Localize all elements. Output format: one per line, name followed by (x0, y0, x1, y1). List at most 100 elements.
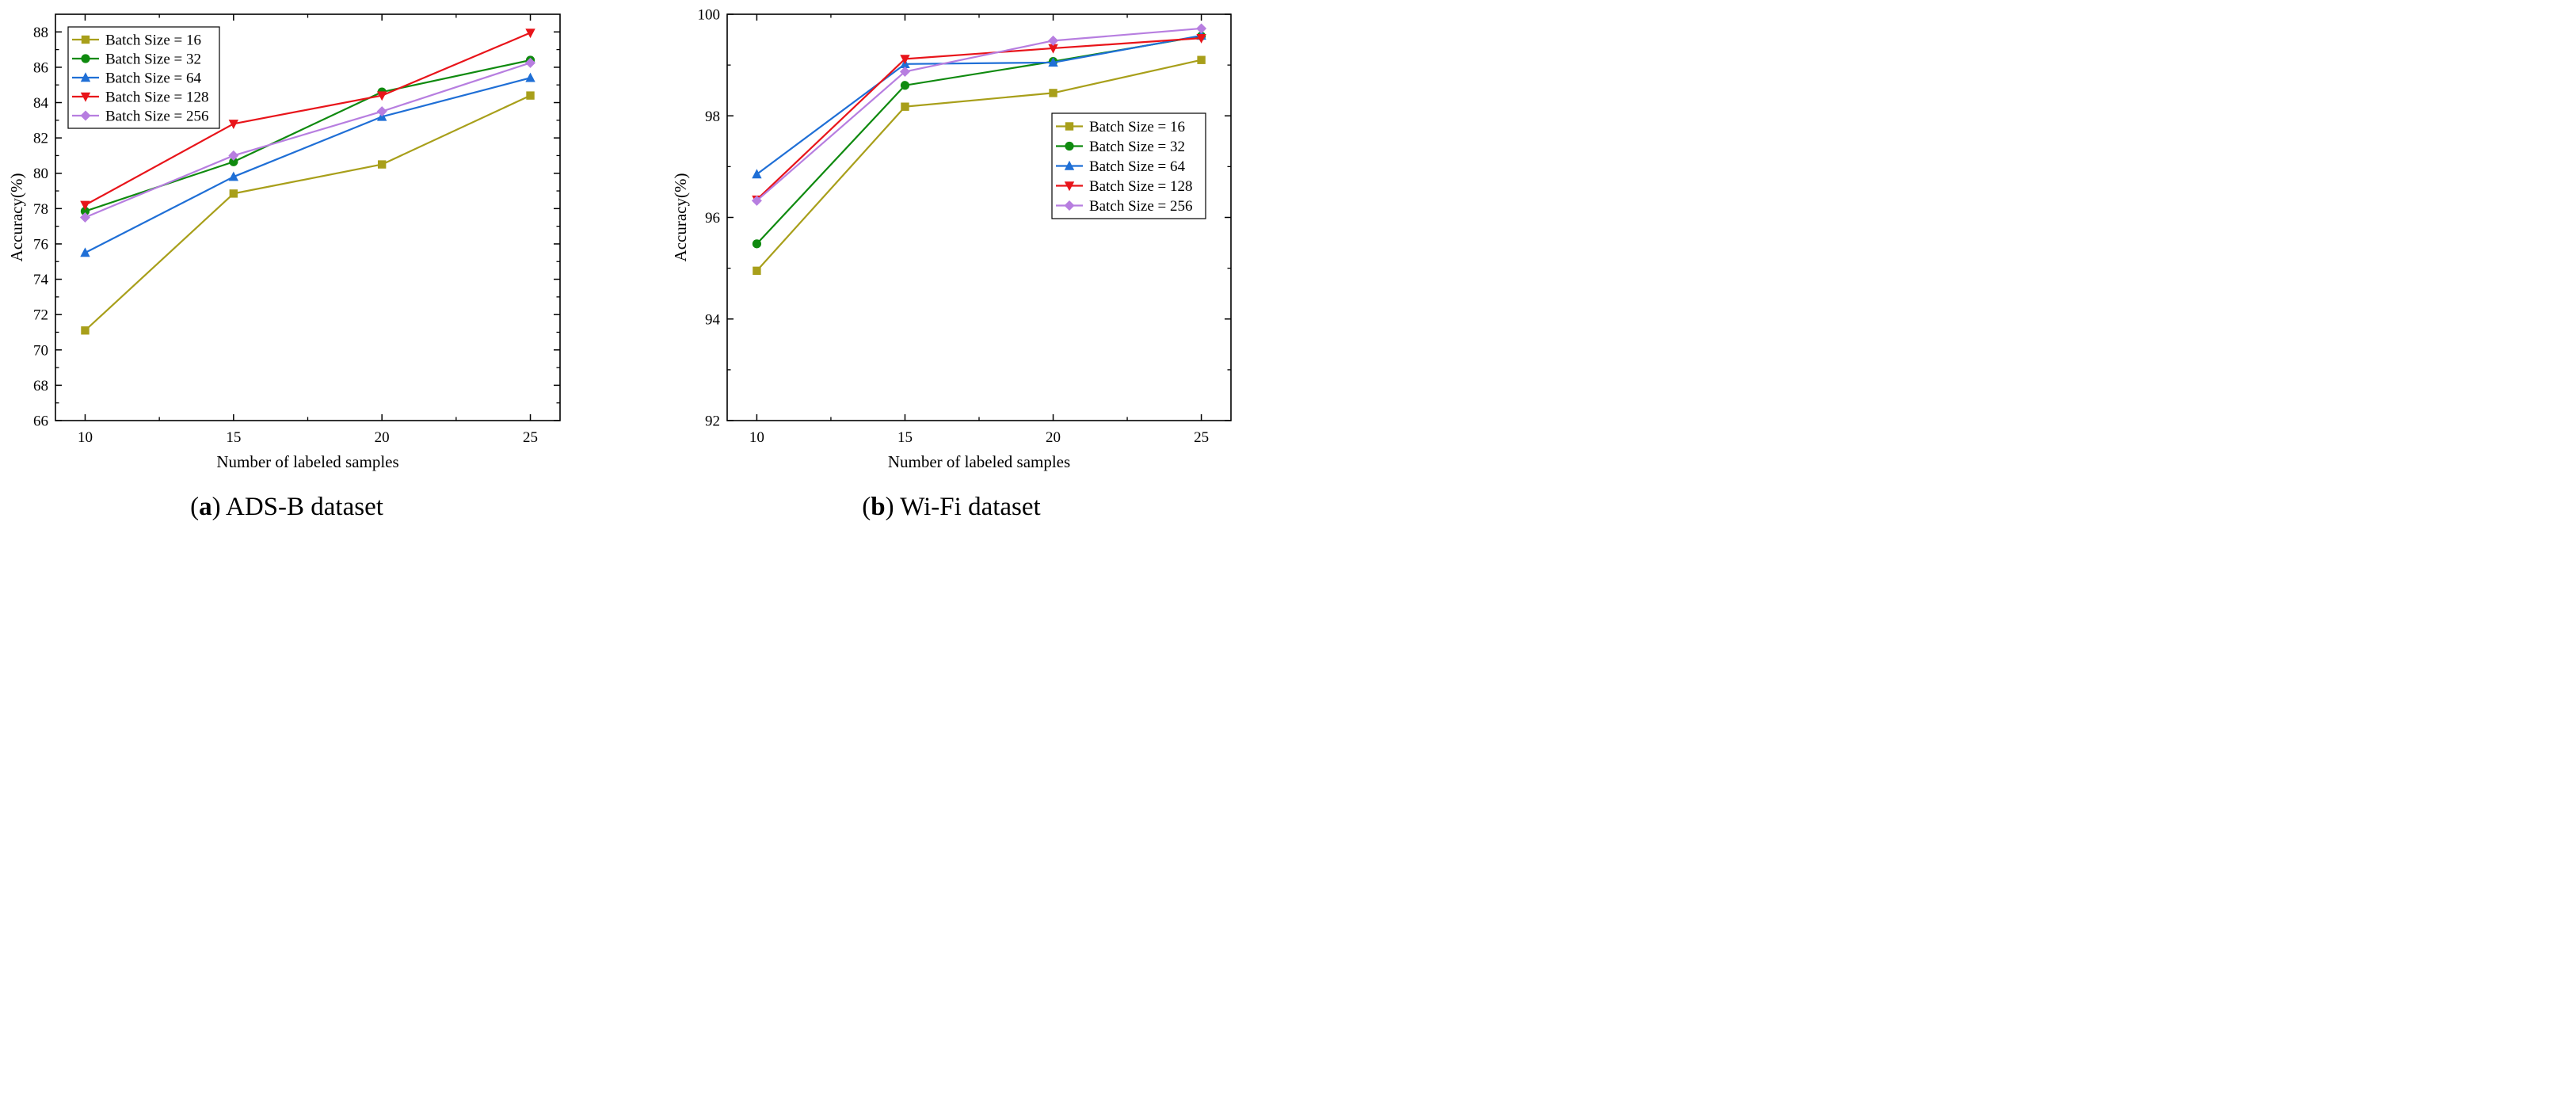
legend-entry: Batch Size = 32 (105, 51, 201, 68)
legend-entry: Batch Size = 128 (1089, 178, 1193, 195)
x-tick-label: 25 (523, 429, 538, 446)
caption-paren-close: ) (886, 493, 894, 521)
data-point (1048, 35, 1059, 46)
data-point (1049, 89, 1057, 97)
data-point (525, 72, 535, 82)
x-axis-title: Number of labeled samples (216, 452, 398, 471)
y-tick-label: 74 (33, 272, 49, 288)
data-point (1196, 33, 1206, 44)
y-tick-label: 94 (705, 311, 721, 328)
y-axis-title: Accuracy(%) (7, 173, 26, 262)
chart-1: 92 94 96 98 100 10 15 20 25 Number of labeled sam… (671, 7, 1232, 471)
legend-marker (80, 92, 91, 102)
series-line (756, 34, 1202, 175)
legend-entry: Batch Size = 16 (1089, 119, 1185, 135)
caption-paren-open: ( (862, 493, 871, 521)
series-batch-size-256 (751, 23, 1207, 206)
caption-1: (b) Wi-Fi dataset (862, 493, 1040, 521)
x-tick-label: 15 (897, 429, 913, 446)
data-point (377, 160, 387, 169)
data-point (1196, 23, 1207, 34)
x-tick-label: 20 (1046, 429, 1061, 446)
series-line (84, 77, 531, 254)
y-tick-label: 84 (33, 95, 49, 112)
legend-entry: Batch Size = 256 (105, 109, 209, 125)
y-tick-label: 76 (33, 236, 48, 253)
caption-text: Wi-Fi dataset (894, 493, 1041, 521)
legend-marker (1064, 200, 1075, 211)
caption-letter: a (199, 493, 212, 521)
y-tick-label: 82 (33, 131, 48, 147)
y-tick-label: 68 (33, 378, 48, 394)
data-point (228, 171, 239, 181)
data-point (79, 212, 90, 223)
data-point (376, 106, 387, 117)
legend-marker (1064, 181, 1075, 192)
series-batch-size-128 (80, 29, 535, 211)
data-point (376, 91, 387, 101)
data-point (80, 247, 90, 257)
data-point (751, 195, 762, 206)
y-tick-label: 88 (33, 25, 48, 41)
data-point (753, 266, 761, 276)
x-axis-title: Number of labeled samples (888, 452, 1070, 471)
legend-marker (1064, 160, 1075, 170)
series-line (84, 94, 531, 332)
y-tick-label: 66 (33, 413, 48, 430)
data-point (229, 189, 238, 198)
series-batch-size-256 (79, 57, 536, 223)
y-tick-label: 100 (698, 7, 721, 24)
data-point (1048, 44, 1058, 54)
legend-entry: Batch Size = 16 (105, 32, 201, 49)
data-point (752, 239, 762, 249)
data-point (901, 102, 909, 111)
y-tick-label: 70 (33, 342, 48, 359)
legend: Batch Size = 16 Batch Size = 32 Batch Size… (1051, 112, 1206, 219)
data-point (899, 66, 910, 77)
data-point (1197, 55, 1206, 64)
chart-0: 66 68 70 72 74 76 78 80 82 84 86 88 10 15 20 25 Number o… (7, 13, 561, 471)
caption-paren-close: ) (212, 493, 221, 521)
data-point (81, 326, 90, 335)
data-point (228, 120, 239, 129)
y-tick-label: 72 (33, 307, 48, 324)
data-point (1048, 57, 1058, 67)
y-tick-label: 86 (33, 59, 48, 76)
data-point (900, 55, 910, 65)
y-tick-label: 96 (705, 210, 720, 227)
caption-text: ADS-B dataset (221, 493, 383, 521)
data-point (80, 207, 90, 216)
data-point (752, 169, 762, 179)
y-tick-label: 80 (33, 166, 48, 182)
series-line (756, 37, 1202, 200)
data-point (525, 57, 536, 68)
legend-marker (80, 110, 91, 121)
x-tick-label: 25 (1194, 429, 1209, 446)
legend-entry: Batch Size = 256 (1089, 198, 1193, 215)
figure: 66 68 70 72 74 76 78 80 82 84 86 88 10 15 20 25 Number o… (7, 7, 1232, 521)
legend-entry: Batch Size = 64 (105, 70, 201, 87)
y-tick-label: 92 (705, 413, 720, 430)
caption-letter: b (871, 493, 885, 521)
y-axis-title: Accuracy(%) (671, 173, 690, 262)
data-point (229, 157, 238, 166)
series-batch-size-16 (81, 91, 535, 335)
legend-entry: Batch Size = 32 (1089, 139, 1185, 155)
legend: Batch Size = 16 Batch Size = 32 Batch Size… (67, 26, 220, 129)
y-tick-label: 78 (33, 201, 48, 218)
x-tick-label: 20 (375, 429, 390, 446)
data-point (525, 29, 535, 39)
legend-marker (81, 54, 90, 63)
series-line (756, 27, 1202, 202)
caption-0: (a) ADS-B dataset (190, 493, 383, 521)
x-tick-label: 15 (226, 429, 241, 446)
y-tick-label: 98 (705, 109, 720, 125)
legend-entry: Batch Size = 64 (1089, 158, 1185, 175)
series-line (756, 59, 1202, 272)
series-batch-size-16 (753, 55, 1206, 276)
x-tick-label: 10 (78, 429, 93, 446)
series-line (84, 32, 531, 206)
legend-marker (81, 35, 90, 44)
data-point (228, 150, 239, 161)
legend-marker (80, 72, 91, 82)
